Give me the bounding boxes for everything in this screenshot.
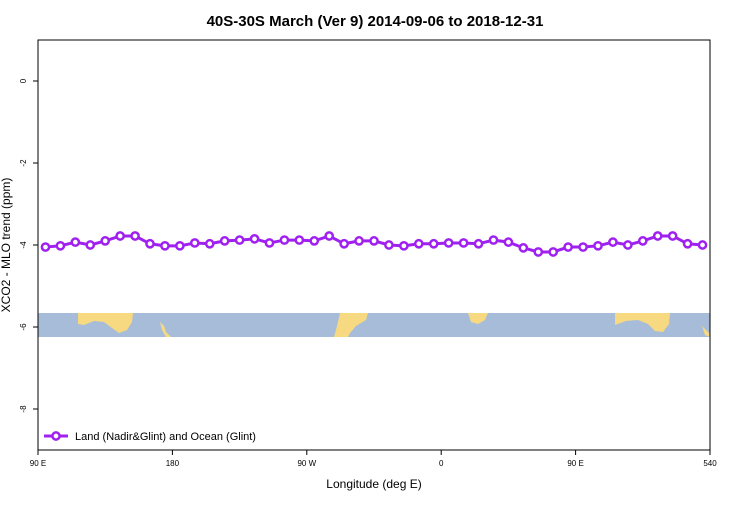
data-point [563,242,573,252]
land [468,313,488,324]
data-point [279,235,290,245]
data-point [488,235,499,245]
data-point [682,238,693,249]
y-tick-label: -6 [19,323,28,331]
land [702,326,710,337]
data-point [578,242,588,252]
data-point [70,237,81,247]
data-point [115,231,125,241]
y-tick-label: -8 [19,405,28,413]
chart-title: 40S-30S March (Ver 9) 2014-09-06 to 2018… [207,13,544,30]
data-point [473,238,484,249]
x-tick-label: 540 [703,459,717,468]
data-point [294,235,305,245]
data-point [503,237,514,247]
data-point [428,238,439,249]
data-point [204,238,215,249]
x-tick-label: 90 E [567,459,583,468]
legend-label: Land (Nadir&Glint) and Ocean (Glint) [75,431,256,443]
data-point [384,240,394,250]
y-axis-label: XCO2 - MLO trend (ppm) [0,178,13,313]
data-point [458,238,469,248]
data-point [324,231,335,241]
y-tick-label: -4 [19,241,28,249]
y-tick-label: -2 [19,159,28,167]
data-point [354,236,364,246]
land [615,313,670,332]
data-point [623,240,633,250]
data-point [593,240,603,251]
data-point [369,236,379,246]
data-point [667,231,678,241]
data-point [219,236,230,246]
data-point [399,240,409,251]
data-point [533,247,544,257]
land [78,313,133,333]
data-point [40,242,51,252]
x-tick-label: 90 E [30,459,46,468]
data-point [175,240,185,251]
data-point [130,231,140,241]
data-point [100,236,111,246]
x-axis-label: Longitude (deg E) [326,477,421,491]
x-tick-label: 180 [166,459,180,468]
data-point [443,238,454,248]
data-point [548,247,559,257]
ocean-band [38,313,710,337]
map-strip [38,313,710,337]
x-tick-label: 0 [439,459,444,468]
data-point [608,237,618,247]
data-point [309,236,320,246]
data-point [339,238,349,249]
data-point [264,238,275,248]
data-point [413,238,424,249]
data-point [637,236,648,246]
y-tick-label: 0 [19,78,28,83]
x-tick-label: 90 W [297,459,316,468]
data-point [189,238,200,248]
data-point [518,243,529,253]
data-point [652,231,663,241]
data-point [145,238,155,249]
data-point [697,240,708,250]
data-point [85,240,96,250]
land [160,322,171,337]
data-point [160,240,170,251]
land [334,313,368,337]
data-point [249,234,260,244]
data-point [234,235,245,245]
data-point [55,240,66,251]
legend-marker [51,431,61,441]
